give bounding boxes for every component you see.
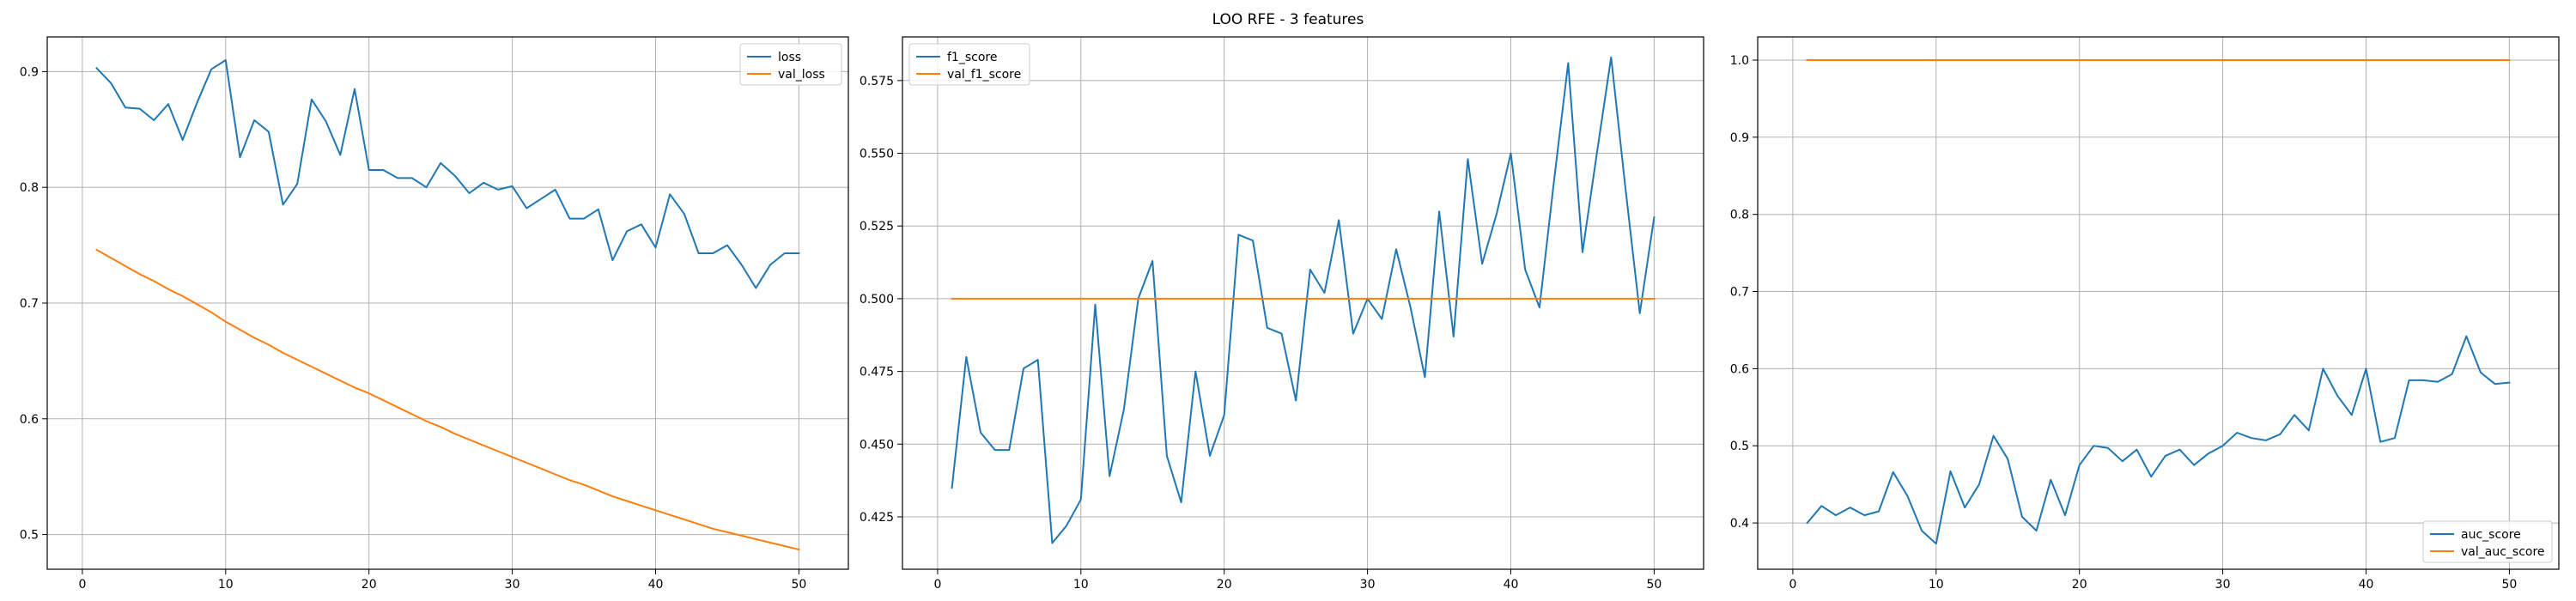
y-tick-label: 0.8 (20, 181, 39, 195)
x-tick-label: 40 (1504, 578, 1519, 592)
x-tick-label: 10 (1073, 578, 1089, 592)
y-tick-label: 0.9 (1730, 131, 1749, 145)
x-tick-label: 0 (933, 578, 941, 592)
y-tick-label: 0.6 (20, 413, 39, 427)
legend-label: auc_score (2461, 528, 2521, 542)
x-tick-label: 30 (505, 578, 520, 592)
legend-label: val_auc_score (2461, 545, 2545, 559)
y-tick-label: 0.7 (1730, 286, 1749, 300)
subplot-2: 0 10 20 30 40 50 0.425 0.450 0.475 0.500 0.525 0.55… (860, 36, 1704, 592)
series-line-loss (95, 59, 800, 289)
y-tick-label: 0.425 (860, 511, 894, 525)
x-tick-label: 40 (2359, 578, 2374, 592)
x-tick-label: 20 (1217, 578, 1232, 592)
y-tick-label: 0.500 (860, 293, 894, 307)
y-tick-label: 0.9 (20, 65, 39, 79)
y-tick-label: 0.450 (860, 438, 894, 452)
y-tick-label: 0.525 (860, 220, 894, 234)
subplot-1: 0 10 20 30 40 50 0.5 0.6 0.7 0.8 0.9 loss val_loss (20, 36, 849, 592)
series-line-f1_score (951, 56, 1656, 544)
y-tick-label: 0.7 (20, 297, 39, 311)
legend-label: loss (778, 51, 801, 64)
legend-label: val_f1_score (947, 68, 1021, 82)
legend: loss val_loss (739, 43, 842, 86)
axes-frame (902, 36, 1704, 570)
axes-frame (1757, 36, 2560, 570)
legend-box (2422, 520, 2553, 563)
x-tick-label: 0 (1789, 578, 1796, 592)
y-tick-label: 0.475 (860, 366, 894, 379)
legend: auc_score val_auc_score (2422, 520, 2553, 563)
y-tick-label: 0.5 (1730, 440, 1749, 453)
series-line-auc_score (1806, 335, 2511, 545)
subplot-3: 0 10 20 30 40 50 0.4 0.5 0.6 0.7 0.8 0.9 1.0 auc_scor… (1730, 36, 2560, 592)
x-tick-label: 50 (791, 578, 806, 592)
x-tick-label: 50 (1646, 578, 1662, 592)
x-tick-label: 10 (1929, 578, 1944, 592)
y-tick-label: 0.550 (860, 148, 894, 161)
x-tick-label: 20 (361, 578, 377, 592)
x-tick-label: 10 (218, 578, 234, 592)
x-tick-label: 50 (2501, 578, 2517, 592)
legend-label: val_loss (778, 68, 825, 82)
x-tick-label: 0 (78, 578, 86, 592)
series-line-val_loss (95, 248, 800, 551)
subplots: 0 10 20 30 40 50 0.5 0.6 0.7 0.8 0.9 loss val_loss 0 1… (20, 36, 2560, 592)
y-tick-label: 0.4 (1730, 517, 1749, 531)
x-tick-label: 20 (2072, 578, 2087, 592)
legend-label: f1_score (947, 51, 997, 64)
y-tick-label: 0.6 (1730, 362, 1749, 376)
legend: f1_score val_f1_score (908, 43, 1030, 86)
y-tick-label: 0.8 (1730, 209, 1749, 222)
y-tick-label: 0.575 (860, 75, 894, 88)
y-tick-label: 0.5 (20, 529, 39, 543)
x-tick-label: 30 (1360, 578, 1376, 592)
figure-title: LOO RFE - 3 features (1212, 11, 1364, 28)
x-tick-label: 30 (2215, 578, 2231, 592)
y-tick-label: 1.0 (1730, 54, 1749, 68)
x-tick-label: 40 (648, 578, 664, 592)
